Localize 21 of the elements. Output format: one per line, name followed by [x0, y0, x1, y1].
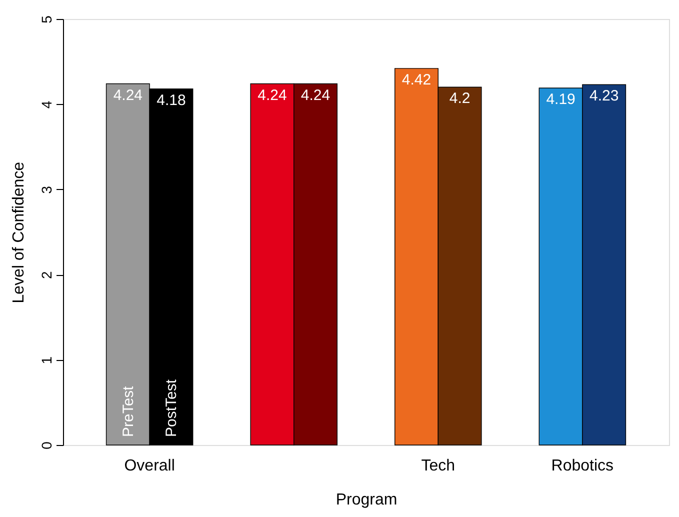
data-label: 4.24: [300, 86, 330, 104]
data-label: 4.23: [589, 88, 619, 105]
series-label: PostTest: [163, 378, 180, 437]
data-label: 4.24: [258, 86, 287, 104]
y-tick-label: 1: [38, 356, 54, 364]
x-tick-label: Robotics: [551, 458, 614, 474]
y-tick-label: 3: [38, 186, 54, 194]
y-tick-label: 2: [38, 271, 54, 279]
y-tick-label: 0: [38, 441, 54, 450]
data-label: 4.24: [113, 86, 143, 104]
y-axis-title: Level of Confidence: [10, 162, 28, 304]
y-tick-label: 5: [38, 15, 54, 24]
data-label: 4.42: [402, 71, 432, 88]
data-label: 4.19: [546, 91, 576, 108]
y-tick-label: 4: [38, 100, 54, 109]
data-label: 4.18: [156, 92, 186, 109]
data-label: 4.2: [449, 90, 470, 108]
series-label: PreTest: [120, 385, 137, 437]
x-tick-label: Tech: [421, 458, 456, 474]
x-tick-label: Overall: [124, 458, 175, 474]
x-axis-title: Program: [336, 492, 398, 508]
